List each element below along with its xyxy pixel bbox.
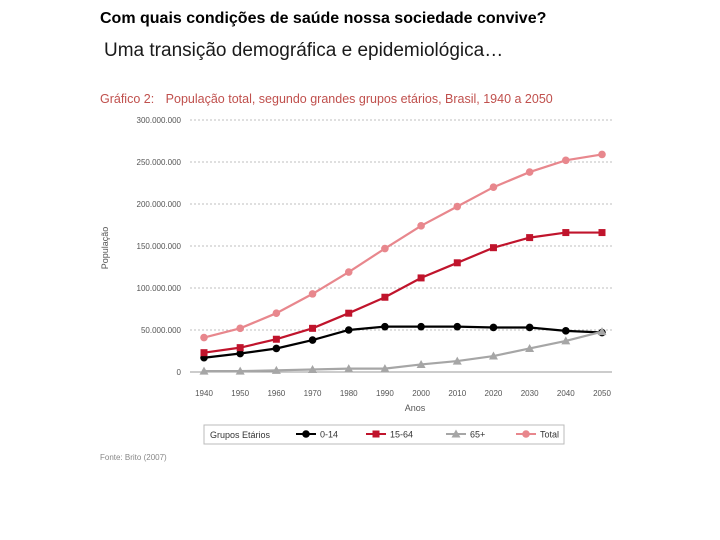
series-line-15-64 xyxy=(203,231,602,354)
legend-marker-0-14 xyxy=(302,430,310,438)
x-axis-label: Anos xyxy=(405,403,426,413)
data-point-15-64 xyxy=(309,324,317,332)
data-point-65- xyxy=(488,351,498,360)
grid-lines xyxy=(190,119,612,331)
data-point-65- xyxy=(199,366,209,375)
legend-marker-15-64 xyxy=(372,430,380,438)
y-tick-label: 0 xyxy=(177,368,182,377)
data-point-total xyxy=(525,168,534,176)
data-point-total xyxy=(489,183,498,191)
y-tick-label: 250.000.000 xyxy=(137,158,182,167)
data-point-0-14 xyxy=(562,327,570,335)
data-point-65- xyxy=(380,364,390,373)
data-point-total xyxy=(453,202,462,211)
data-point-65- xyxy=(308,364,318,373)
y-tick-label: 100.000.000 xyxy=(137,284,182,293)
data-point-15-64 xyxy=(200,349,208,357)
legend: 0-14 15-64 65+ Total xyxy=(296,429,559,440)
data-point-0-14 xyxy=(489,323,498,332)
data-point-15-64 xyxy=(453,259,461,267)
data-point-15-64 xyxy=(417,274,425,282)
data-point-65- xyxy=(525,343,535,352)
data-point-65- xyxy=(271,365,281,374)
data-point-total xyxy=(381,244,389,253)
data-point-15-64 xyxy=(598,229,606,237)
legend-marker-total xyxy=(522,430,530,438)
slide-title: Com quais condições de saúde nossa socie… xyxy=(100,10,547,27)
chart-title-prefix: Gráfico 2: xyxy=(100,92,154,106)
data-point-total xyxy=(562,156,570,165)
legend-marker-65- xyxy=(451,429,461,438)
data-point-total xyxy=(417,222,425,230)
x-tick-label: 1950 xyxy=(231,389,249,398)
legend-label-total: Total xyxy=(540,430,559,440)
chart-title-text: População total, segundo grandes grupos … xyxy=(166,92,553,106)
data-point-0-14 xyxy=(525,323,534,332)
legend-label-15-64: 15-64 xyxy=(390,430,413,440)
data-point-65- xyxy=(561,336,571,345)
y-tick-label: 150.000.000 xyxy=(137,242,182,251)
y-axis-label: População xyxy=(100,227,110,270)
series-group xyxy=(199,150,607,375)
x-tick-label: 2050 xyxy=(593,389,611,398)
data-point-0-14 xyxy=(308,336,317,344)
data-point-0-14 xyxy=(272,344,281,353)
data-point-15-64 xyxy=(562,229,570,237)
chart-title: Gráfico 2: População total, segundo gran… xyxy=(100,92,553,106)
data-point-65- xyxy=(235,366,245,375)
data-point-65- xyxy=(416,359,426,368)
legend-title: Grupos Etários xyxy=(210,430,271,440)
x-tick-label: 1960 xyxy=(267,389,285,398)
y-tick-label: 300.000.000 xyxy=(137,116,182,125)
x-tick-label: 2000 xyxy=(412,389,430,398)
data-point-15-64 xyxy=(345,309,353,317)
series-line-0-14 xyxy=(203,325,603,359)
series-line-65- xyxy=(204,330,603,373)
x-tick-label: 1970 xyxy=(304,389,322,398)
x-tick-label: 2020 xyxy=(485,389,503,398)
data-point-total xyxy=(598,150,606,159)
data-point-total xyxy=(236,324,244,333)
x-tick-label: 2030 xyxy=(521,389,539,398)
data-point-65- xyxy=(344,364,354,373)
slide-subtitle: Uma transição demográfica e epidemiológi… xyxy=(104,40,504,61)
data-point-65- xyxy=(452,356,462,365)
x-tick-label: 1980 xyxy=(340,389,358,398)
data-point-total xyxy=(308,290,317,298)
x-tick-labels: 1940 1950 1960 1970 1980 1990 2000 2010 2020 2030… xyxy=(195,389,611,398)
data-point-total xyxy=(344,268,353,276)
y-tick-label: 50.000.000 xyxy=(141,326,182,335)
data-point-0-14 xyxy=(453,322,462,331)
data-point-65- xyxy=(597,327,607,336)
legend-label-0-14: 0-14 xyxy=(320,430,338,440)
series-line-total xyxy=(203,153,603,339)
data-point-0-14 xyxy=(236,349,244,358)
x-tick-label: 2040 xyxy=(557,389,575,398)
x-tick-label: 1990 xyxy=(376,389,394,398)
data-point-0-14 xyxy=(381,322,389,331)
data-point-total xyxy=(272,309,281,318)
y-tick-labels: 0 50.000.000 100.000.000 150.000.000 200.000… xyxy=(137,116,182,377)
data-point-15-64 xyxy=(489,244,497,252)
legend-label-65-: 65+ xyxy=(470,430,485,440)
data-point-0-14 xyxy=(344,326,353,334)
data-point-15-64 xyxy=(381,293,389,301)
data-point-15-64 xyxy=(236,344,244,352)
x-tick-label: 1940 xyxy=(195,389,213,398)
y-tick-label: 200.000.000 xyxy=(137,200,182,209)
chart-source: Fonte: Brito (2007) xyxy=(100,453,167,462)
data-point-0-14 xyxy=(417,322,425,331)
data-point-15-64 xyxy=(526,234,534,242)
data-point-15-64 xyxy=(272,335,280,343)
x-tick-label: 2010 xyxy=(448,389,466,398)
data-point-total xyxy=(200,333,208,342)
